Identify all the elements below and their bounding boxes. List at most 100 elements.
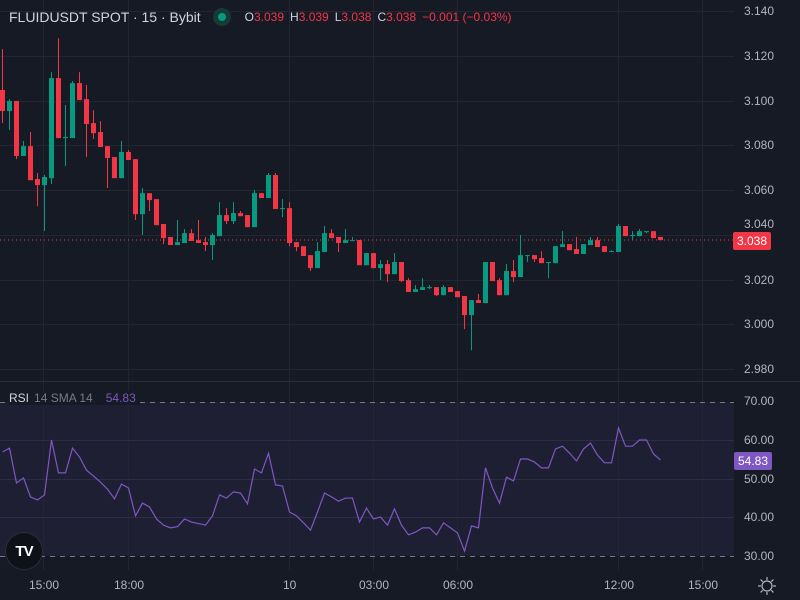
candle-body: [189, 233, 194, 242]
candle-body: [42, 177, 47, 186]
candle-down: [294, 242, 299, 252]
candle-body: [0, 89, 5, 112]
candle-body: [168, 236, 173, 246]
candle-down: [126, 150, 131, 161]
candle-up: [518, 234, 523, 278]
candle-body: [161, 224, 166, 239]
close-value: C3.038: [377, 10, 417, 24]
candle-body: [7, 100, 12, 112]
low-label: L: [334, 10, 342, 24]
candle-body: [350, 240, 355, 242]
open-value: O3.039: [244, 10, 285, 24]
candle-down: [406, 278, 411, 293]
candle-body: [273, 175, 278, 210]
candle-up: [441, 285, 446, 296]
grid: [0, 0, 734, 570]
candle-body: [336, 236, 341, 244]
candle-up: [266, 172, 271, 199]
candle-body: [133, 159, 138, 215]
candle-up: [560, 231, 565, 248]
candle-body: [357, 240, 362, 266]
candle-up: [182, 229, 187, 244]
candle-down: [196, 219, 201, 244]
settings-gear-icon[interactable]: [758, 577, 776, 595]
time-tick-label: 06:00: [443, 578, 474, 592]
candle-body: [224, 215, 229, 222]
candle-body: [455, 291, 460, 298]
candle-down: [357, 240, 362, 266]
candle-up: [7, 99, 12, 131]
candle-body: [637, 231, 642, 237]
price-tick-label: 3.060: [744, 183, 775, 197]
time-tick-label: 10: [283, 578, 297, 592]
candle-body: [175, 242, 180, 246]
candle-down: [0, 49, 5, 124]
tradingview-logo[interactable]: TV: [5, 532, 43, 570]
price-tick-label: 3.040: [744, 217, 775, 231]
price-tick-label: 3.120: [744, 48, 775, 63]
candle-down: [161, 224, 166, 245]
candle-up: [644, 231, 649, 234]
candle-body: [546, 262, 551, 264]
candle-up: [392, 253, 397, 275]
candle-down: [168, 236, 173, 246]
candle-down: [56, 38, 61, 139]
candle-down: [651, 231, 656, 239]
candle-body: [91, 123, 96, 134]
candle-down: [105, 146, 110, 188]
candle-body: [231, 213, 236, 222]
price-tick-label: 3.140: [744, 4, 775, 18]
candle-down: [336, 236, 341, 252]
time-tick-label: 12:00: [604, 578, 635, 592]
candle-down: [112, 157, 117, 179]
candle-body: [301, 246, 306, 257]
candle-body: [245, 215, 250, 228]
high-label: H: [290, 10, 299, 24]
candle-body: [294, 242, 299, 248]
candle-down: [595, 236, 600, 248]
candle-body: [427, 287, 432, 289]
candle-body: [581, 244, 586, 254]
candle-down: [329, 229, 334, 239]
rsi-legend[interactable]: RSI 14 SMA 14 54.83: [9, 391, 140, 405]
candle-body: [399, 262, 404, 282]
candle-down: [567, 244, 572, 251]
candle-body: [56, 78, 61, 139]
candle-up: [63, 104, 68, 167]
candle-body: [497, 280, 502, 296]
candle-body: [413, 289, 418, 293]
candle-body: [308, 255, 313, 269]
rsi-series: [2, 425, 661, 553]
candle-body: [70, 83, 75, 139]
price-tick-label: 2.980: [744, 362, 775, 376]
rsi-tick-label: 60.00: [744, 433, 775, 447]
candle-down: [238, 211, 243, 217]
candle-body: [588, 240, 593, 246]
symbol-title[interactable]: FLUIDUSDT SPOT · 15 · Bybit: [9, 9, 201, 25]
symbol-legend[interactable]: FLUIDUSDT SPOT · 15 · Bybit O3.039 H3.03…: [9, 7, 512, 27]
candle-up: [378, 260, 383, 281]
candle-down: [623, 226, 628, 237]
candle-body: [196, 240, 201, 244]
candle-body: [651, 231, 656, 239]
candle-up: [483, 262, 488, 303]
candle-down: [98, 121, 103, 148]
candle-up: [231, 202, 236, 225]
candle-down: [532, 255, 537, 263]
open-label: O: [244, 10, 254, 24]
candle-body: [434, 287, 439, 296]
candle-down: [371, 253, 376, 269]
candle-up: [427, 285, 432, 290]
candle-body: [252, 193, 257, 228]
rsi-line: [2, 425, 661, 553]
candle-body: [567, 244, 572, 251]
price-tick-label: 3.100: [744, 93, 775, 108]
candle-body: [315, 251, 320, 269]
candle-up: [175, 219, 180, 246]
candle-body: [644, 231, 649, 233]
candle-up: [322, 226, 327, 252]
candle-down: [602, 246, 607, 252]
last-price-badge: 3.038: [733, 232, 772, 250]
candle-body: [441, 287, 446, 296]
